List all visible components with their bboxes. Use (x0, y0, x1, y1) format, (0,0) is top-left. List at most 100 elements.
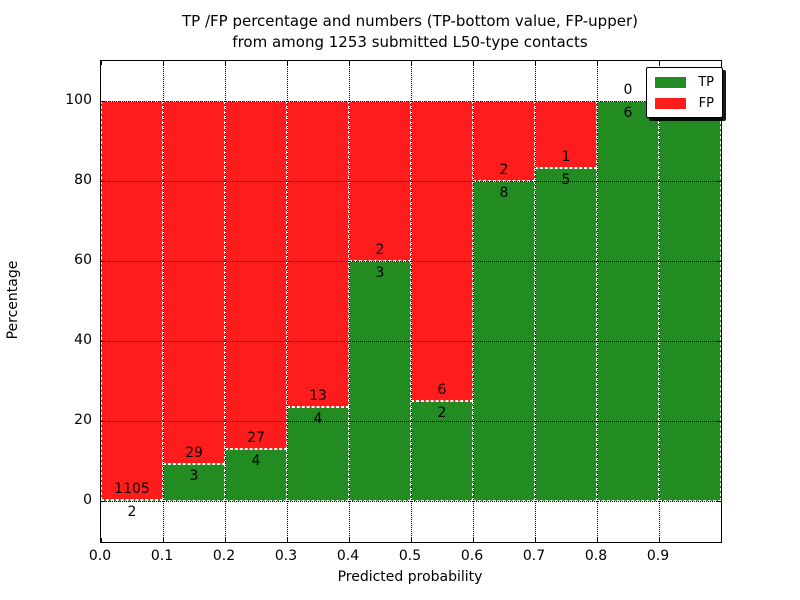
y-tick-label: 0 (83, 492, 92, 508)
bar-count-label-fp: 27 (247, 430, 265, 447)
y-tick-mark (101, 501, 105, 502)
x-tick-mark (535, 61, 536, 65)
x-tick-label: 0.4 (336, 548, 360, 564)
x-tick-mark (287, 61, 288, 65)
bar-count-label-tp: 6 (623, 105, 633, 121)
bar-count-label-tp: 4 (313, 410, 323, 427)
bar-segment-fp (411, 101, 473, 401)
x-tick-mark (411, 538, 412, 542)
gridline-vertical (659, 61, 660, 542)
x-tick-mark (225, 538, 226, 542)
bar-segment-tp (349, 261, 411, 501)
legend-swatch-tp (655, 77, 686, 88)
x-tick-label: 0.2 (212, 548, 236, 564)
bar-segment-tp (659, 101, 721, 501)
x-tick-mark (225, 61, 226, 65)
x-tick-mark (411, 61, 412, 65)
x-tick-label: 0.7 (522, 548, 546, 564)
x-tick-mark (163, 61, 164, 65)
x-tick-label: 0.8 (584, 548, 608, 564)
bar-count-label-tp: 3 (375, 265, 385, 281)
gridline-vertical (473, 61, 474, 542)
bar-segment-fp (287, 101, 349, 407)
gridline-vertical (225, 61, 226, 542)
x-tick-mark (659, 61, 660, 65)
gridline-vertical (411, 61, 412, 542)
y-tick-label: 60 (74, 252, 92, 268)
x-tick-mark (101, 538, 102, 542)
y-tick-label: 40 (74, 332, 92, 348)
bar-segment-tp (597, 101, 659, 501)
y-tick-mark (101, 341, 105, 342)
bar-count-label-fp: 13 (309, 387, 327, 404)
x-tick-label: 0.1 (150, 548, 174, 564)
legend: TP FP (646, 67, 723, 118)
bar-count-label-fp: 29 (185, 444, 203, 461)
legend-label-tp: TP (698, 75, 714, 90)
gridline-vertical (287, 61, 288, 542)
x-tick-mark (535, 538, 536, 542)
legend-label-fp: FP (698, 96, 714, 111)
plot-area: 110522932741342362281506031 (100, 60, 722, 543)
y-tick-mark (101, 261, 105, 262)
x-tick-mark (349, 61, 350, 65)
bar-count-label-fp: 6 (437, 382, 447, 398)
bar-count-label-tp: 5 (561, 171, 571, 188)
x-tick-mark (101, 61, 102, 65)
bar-segment-fp (535, 101, 597, 168)
bar-count-label-tp: 2 (127, 504, 137, 521)
bar-segment-fp (163, 101, 225, 464)
y-tick-mark (717, 421, 721, 422)
x-tick-label: 0.3 (274, 548, 298, 564)
x-tick-label: 0.9 (646, 548, 670, 564)
x-tick-mark (287, 538, 288, 542)
bar-segment-fp (101, 101, 163, 501)
bar-count-label-fp: 2 (499, 162, 509, 178)
x-tick-mark (659, 538, 660, 542)
bar-segment-tp (287, 406, 349, 501)
x-tick-mark (473, 538, 474, 542)
x-tick-mark (163, 538, 164, 542)
x-tick-label: 0.6 (460, 548, 484, 564)
bar-segment-fp (473, 101, 535, 181)
y-axis-label: Percentage (5, 260, 21, 340)
chart-title: TP /FP percentage and numbers (TP-bottom… (100, 11, 720, 53)
legend-swatch-fp (655, 98, 686, 109)
y-tick-mark (101, 421, 105, 422)
x-tick-mark (473, 61, 474, 65)
bar-count-label-tp: 2 (437, 405, 447, 421)
legend-entry-fp: FP (655, 95, 714, 112)
bar-count-label-tp: 8 (499, 185, 509, 201)
x-tick-mark (597, 538, 598, 542)
gridline-vertical (597, 61, 598, 542)
y-tick-mark (717, 501, 721, 502)
bar-count-label-fp: 1105 (114, 481, 150, 498)
y-tick-label: 80 (74, 172, 92, 188)
bar-segment-tp (163, 463, 225, 501)
x-tick-label: 0.5 (398, 548, 422, 564)
chart-title-line2: from among 1253 submitted L50-type conta… (232, 33, 588, 51)
chart-title-line1: TP /FP percentage and numbers (TP-bottom… (182, 12, 638, 30)
x-tick-mark (597, 61, 598, 65)
bar-count-label-tp: 4 (251, 453, 261, 470)
x-axis-label: Predicted probability (337, 569, 483, 585)
bar-count-label-fp: 1 (561, 148, 571, 165)
x-tick-mark (349, 538, 350, 542)
bar-count-label-tp: 3 (189, 467, 199, 484)
y-tick-label: 20 (74, 412, 92, 428)
bar-count-label-fp: 0 (623, 82, 633, 98)
x-tick-label: 0.0 (88, 548, 112, 564)
bar-segment-fp (225, 101, 287, 450)
bar-segment-tp (535, 167, 597, 501)
y-tick-mark (717, 341, 721, 342)
gridline-vertical (349, 61, 350, 542)
y-tick-mark (717, 181, 721, 182)
bar-count-label-fp: 2 (375, 242, 385, 258)
y-tick-mark (717, 261, 721, 262)
y-tick-mark (101, 101, 105, 102)
legend-entry-tp: TP (655, 74, 714, 91)
y-tick-mark (101, 181, 105, 182)
gridline-vertical (163, 61, 164, 542)
gridline-vertical (535, 61, 536, 542)
